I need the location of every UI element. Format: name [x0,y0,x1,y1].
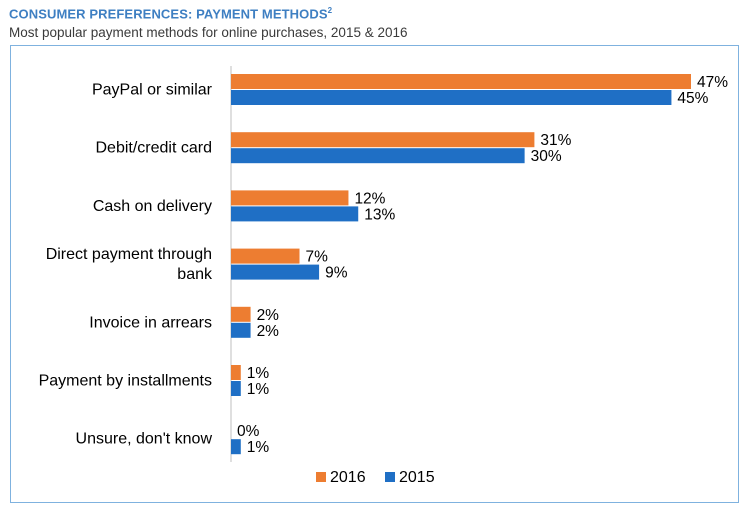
legend-label-2015: 2015 [399,469,435,486]
category-label: PayPal or similar [92,82,213,99]
data-label-2016-3: 12% [354,190,385,207]
data-label-2015-4: 9% [325,265,348,282]
bar-2015-4 [231,264,320,280]
category-label: Invoice in arrears [89,314,212,331]
data-label-2015-5: 2% [257,323,280,340]
data-label-2015-1: 45% [677,90,708,107]
chart-frame [10,45,739,503]
category-label: Debit/credit card [96,140,213,157]
data-label-2016-7: 0% [237,423,260,440]
data-label-2015-6: 1% [247,381,270,398]
data-label-2016-1: 47% [697,74,728,91]
legend-label-2016: 2016 [330,469,366,486]
bar-2016-4 [231,248,300,264]
chart-title: CONSUMER PREFERENCES: PAYMENT METHODS2 [9,6,333,22]
data-label-2015-3: 13% [364,206,395,223]
bar-2015-3 [231,206,359,222]
category-label: Direct payment through bank [46,246,213,283]
data-label-2015-7: 1% [247,439,270,456]
chart-subtitle: Most popular payment methods for online … [9,25,408,40]
data-label-2016-6: 1% [247,365,270,382]
legend-swatch-2016 [316,472,326,482]
category-label: Cash on delivery [93,198,212,215]
bar-2016-2 [231,132,535,148]
bar-2015-2 [231,148,525,164]
data-label-2015-2: 30% [531,148,562,165]
data-label-2016-4: 7% [306,249,329,266]
category-label: Unsure, don't know [76,431,213,448]
bar-2016-6 [231,365,241,380]
category-label: Payment by installments [39,373,212,390]
data-label-2016-2: 31% [540,132,571,149]
bar-2016-3 [231,190,349,206]
legend-swatch-2015 [385,472,395,482]
bar-2015-7 [231,439,241,455]
bar-2015-1 [231,90,672,105]
bar-2016-5 [231,306,251,322]
bar-2015-5 [231,322,251,338]
bar-2016-1 [231,74,691,89]
data-label-2016-5: 2% [257,307,280,324]
bar-2015-6 [231,381,241,396]
